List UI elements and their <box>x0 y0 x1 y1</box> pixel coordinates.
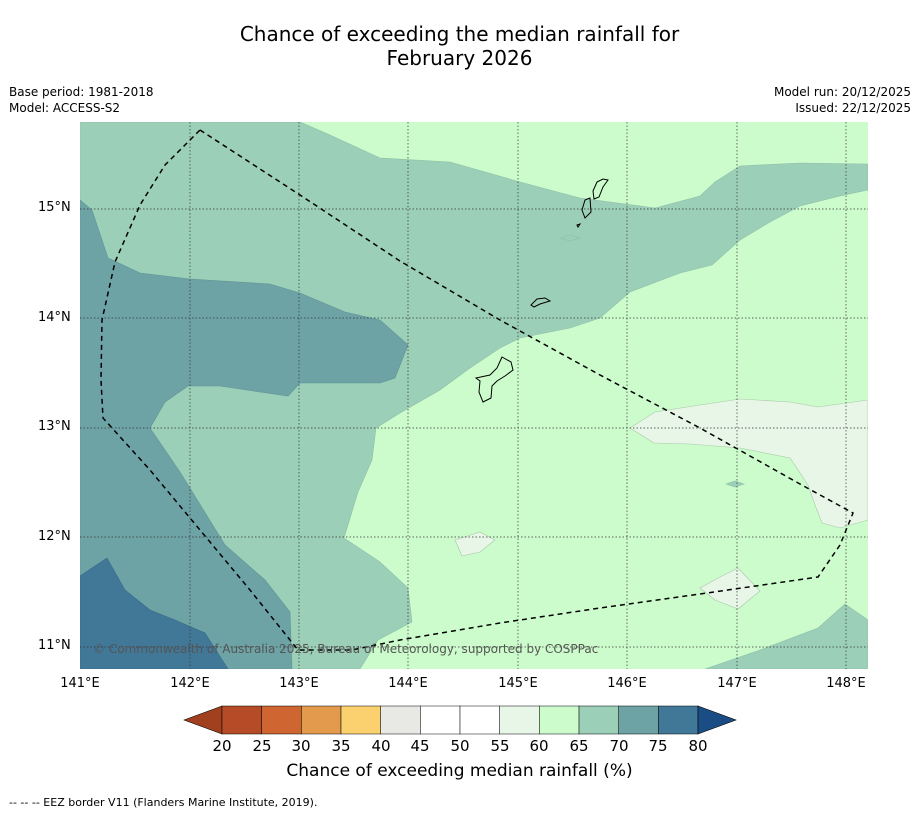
band-55-60-small-2 <box>699 567 761 610</box>
colorbar-label-75: 75 <box>648 737 668 755</box>
band-65-70-speck-2 <box>725 480 745 488</box>
colorbar-label-80: 80 <box>688 737 708 755</box>
lat-label-14: 14°N <box>38 310 71 325</box>
chart-title: Chance of exceeding the median rainfall … <box>0 22 919 70</box>
map-plot-area: © Commonwealth of Australia 2025, Bureau… <box>80 122 868 669</box>
band-70-75 <box>80 199 409 669</box>
lon-label-146: 146°E <box>607 676 647 691</box>
eez-legend: -- -- -- EEZ border V11 (Flanders Marine… <box>9 796 318 809</box>
band-60-65-north-sliver <box>788 122 868 127</box>
meta-right: Model run: 20/12/2025 Issued: 22/12/2025 <box>774 84 911 116</box>
colorbar-box-20-25 <box>221 705 262 735</box>
band-65-70-north <box>80 122 868 669</box>
colorbar-label-25: 25 <box>252 737 272 755</box>
colorbar-label-70: 70 <box>609 737 629 755</box>
island-saipan <box>592 178 609 200</box>
colorbar-box-25-30 <box>261 705 302 735</box>
meta-left: Base period: 1981-2018 Model: ACCESS-S2 <box>9 84 154 116</box>
lon-label-142: 142°E <box>170 676 210 691</box>
colorbar-extend-above <box>697 705 737 735</box>
lat-label-12: 12°N <box>38 529 71 544</box>
island-rota <box>530 297 552 308</box>
colorbar-box-40-45 <box>380 705 421 735</box>
lat-label-15: 15°N <box>38 200 71 215</box>
colorbar-label-20: 20 <box>212 737 232 755</box>
model-name: Model: ACCESS-S2 <box>9 101 121 115</box>
colorbar-box-45-50 <box>420 705 461 735</box>
colorbar-title: Chance of exceeding median rainfall (%) <box>286 761 633 781</box>
colorbar-label-50: 50 <box>450 737 470 755</box>
colorbar-label-65: 65 <box>569 737 589 755</box>
lon-label-141: 141°E <box>60 676 100 691</box>
colorbar-box-75-80 <box>658 705 699 735</box>
lon-label-143: 143°E <box>279 676 319 691</box>
band-65-70-southeast <box>704 603 868 669</box>
lon-label-147: 147°E <box>717 676 757 691</box>
colorbar-label-30: 30 <box>291 737 311 755</box>
model-run: Model run: 20/12/2025 <box>773 85 911 99</box>
colorbar-label-35: 35 <box>331 737 351 755</box>
colorbar <box>183 705 737 735</box>
lat-label-13: 13°N <box>38 419 71 434</box>
colorbar-box-50-55 <box>459 705 500 735</box>
colorbar-box-70-75 <box>618 705 659 735</box>
colorbar-label-60: 60 <box>529 737 549 755</box>
island-guam <box>474 356 514 403</box>
island-tinian <box>581 197 592 219</box>
colorbar-box-60-65 <box>539 705 580 735</box>
copyright-text: © Commonwealth of Australia 2025, Bureau… <box>93 642 598 656</box>
colorbar-boxes <box>221 705 699 735</box>
colorbar-label-55: 55 <box>490 737 510 755</box>
colorbar-label-40: 40 <box>371 737 391 755</box>
title-line-2: February 2026 <box>386 46 533 70</box>
lon-label-148: 148°E <box>826 676 866 691</box>
band-55-60-small-1 <box>454 531 496 557</box>
eez-border <box>100 129 854 651</box>
issued-date: Issued: 22/12/2025 <box>795 101 911 115</box>
band-75-80 <box>80 557 229 669</box>
islands <box>474 178 609 403</box>
colorbar-box-55-60 <box>499 705 540 735</box>
island-aguijan <box>576 223 582 228</box>
colorbar-extend-below <box>183 705 223 735</box>
colorbar-box-30-35 <box>301 705 342 735</box>
band-65-70-speck-1 <box>558 234 582 242</box>
colorbar-box-35-40 <box>340 705 381 735</box>
band-55-60-east <box>629 398 868 529</box>
lon-label-144: 144°E <box>388 676 428 691</box>
lat-label-11: 11°N <box>38 638 71 653</box>
base-period: Base period: 1981-2018 <box>9 85 154 99</box>
colorbar-label-45: 45 <box>410 737 430 755</box>
lon-label-145: 145°E <box>498 676 538 691</box>
colorbar-box-65-70 <box>578 705 619 735</box>
title-line-1: Chance of exceeding the median rainfall … <box>239 22 680 46</box>
gridlines <box>80 122 868 669</box>
